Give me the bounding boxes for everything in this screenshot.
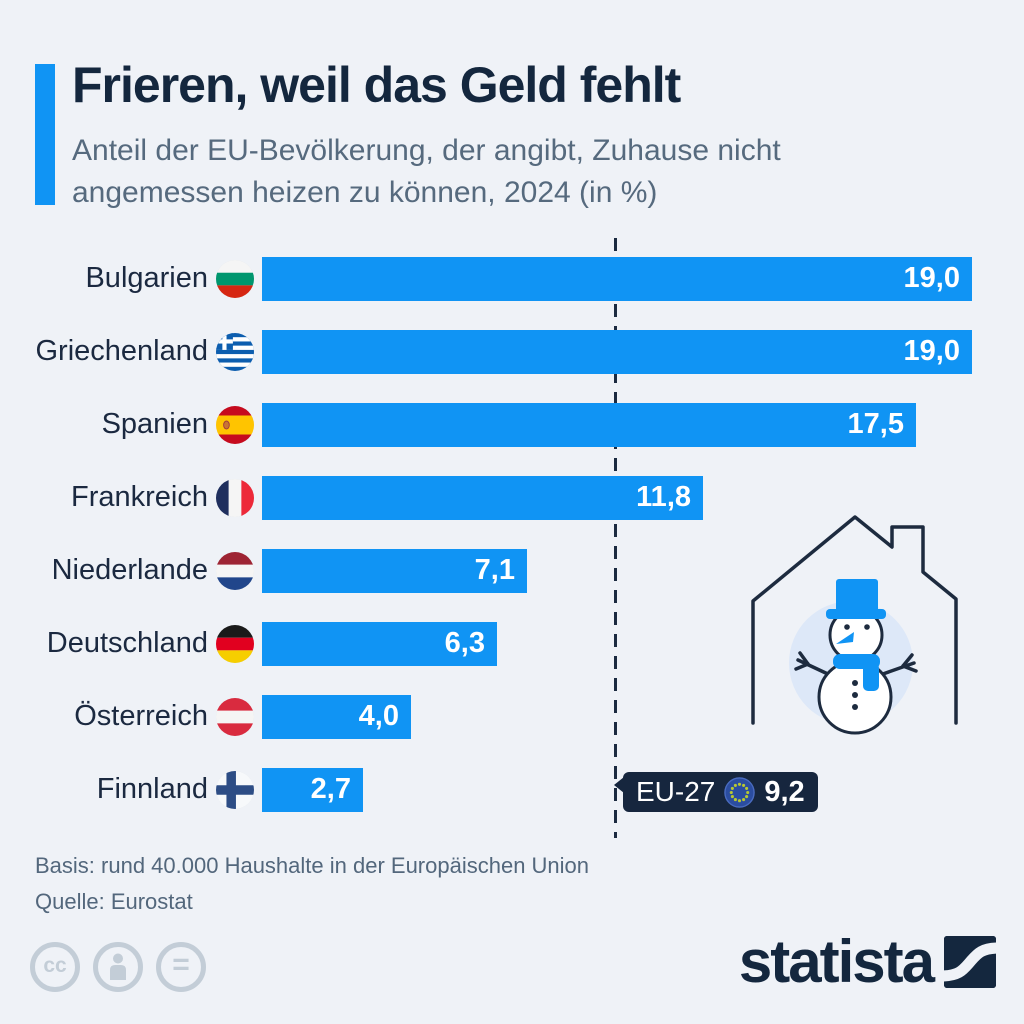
bar-value: 19,0	[903, 262, 960, 294]
bar-value: 2,7	[310, 773, 351, 805]
snowman-in-house-illustration	[740, 503, 980, 748]
bar-germany: 6,3	[262, 621, 497, 666]
statista-logo: statista	[738, 928, 996, 995]
page-title: Frieren, weil das Geld fehlt	[72, 57, 681, 113]
attribution-person-icon	[93, 942, 143, 992]
bar-track: 11,8	[262, 475, 994, 520]
bar-value: 6,3	[444, 627, 485, 659]
country-label: Spanien	[101, 408, 208, 440]
finland-flag-icon	[216, 770, 254, 809]
chart-row-germany: Deutschland 6,3	[30, 607, 994, 680]
subtitle-line-1: Anteil der EU-Bevölkerung, der angibt, Z…	[72, 134, 781, 167]
statista-logo-mark-icon	[944, 936, 996, 988]
netherlands-flag-icon	[216, 551, 254, 590]
bar-netherlands: 7,1	[262, 548, 527, 593]
chart-row-spain: Spanien 17,5	[30, 388, 994, 461]
country-label: Niederlande	[51, 554, 208, 586]
chart-row-bulgaria: Bulgarien 19,0	[30, 242, 994, 315]
country-label: Griechenland	[35, 335, 209, 367]
bar-track: 17,5	[262, 402, 994, 447]
france-flag-icon	[216, 478, 254, 517]
bar-track: 19,0	[262, 256, 994, 301]
bar-spain: 17,5	[262, 402, 916, 447]
snowman-arms	[794, 651, 918, 677]
bar-value: 11,8	[636, 481, 691, 513]
footer-source-note: Quelle: Eurostat	[35, 889, 193, 914]
nd-equals-icon: =	[156, 942, 206, 992]
bar-value: 19,0	[903, 335, 960, 367]
bar-chart: Bulgarien 19,0 Griechenland 19,0 Spa	[30, 242, 994, 826]
chart-row-finland: Finnland 2,7	[30, 753, 994, 826]
country-label: Deutschland	[46, 627, 208, 659]
country-label: Bulgarien	[85, 262, 208, 294]
title-accent-bar	[35, 64, 55, 205]
eu-average-line	[614, 238, 617, 838]
chart-row-netherlands: Niederlande 7,1	[30, 534, 994, 607]
austria-flag-icon	[216, 697, 254, 736]
cc-icon: cc	[30, 942, 80, 992]
bulgaria-flag-icon	[216, 259, 254, 298]
greece-flag-icon	[216, 332, 254, 371]
country-label: Frankreich	[71, 481, 208, 513]
bar-finland: 2,7	[262, 767, 363, 812]
germany-flag-icon	[216, 624, 254, 663]
bar-value: 17,5	[847, 408, 904, 440]
bar-greece: 19,0	[262, 329, 972, 374]
bar-track: 4,0	[262, 694, 994, 739]
bar-track: 2,7	[262, 767, 994, 812]
country-label: Finnland	[96, 773, 208, 805]
footer-basis-note: Basis: rund 40.000 Haushalte in der Euro…	[35, 853, 590, 878]
eu-badge-value: 9,2	[764, 775, 805, 808]
country-label: Österreich	[74, 700, 208, 732]
bar-bulgaria: 19,0	[262, 256, 972, 301]
eu-flag-icon	[724, 776, 756, 808]
chart-row-france: Frankreich 11,8	[30, 461, 994, 534]
bar-value: 4,0	[358, 700, 399, 732]
page-subtitle: Anteil der EU-Bevölkerung, der angibt, Z…	[72, 130, 781, 214]
subtitle-line-2: angemessen heizen zu können, 2024 (in %)	[72, 176, 658, 209]
bar-track: 7,1	[262, 548, 994, 593]
bar-track: 19,0	[262, 329, 994, 374]
bar-france: 11,8	[262, 475, 703, 520]
eu-badge-label: EU-27	[636, 776, 716, 807]
license-icons: cc =	[30, 942, 206, 992]
eu-average-badge: EU-27 9,2	[614, 772, 818, 812]
spain-flag-icon	[216, 405, 254, 444]
bar-track: 6,3	[262, 621, 994, 666]
chart-row-austria: Österreich 4,0	[30, 680, 994, 753]
bar-austria: 4,0	[262, 694, 411, 739]
chart-row-greece: Griechenland 19,0	[30, 315, 994, 388]
statista-wordmark: statista	[738, 928, 935, 995]
bar-value: 7,1	[474, 554, 515, 586]
